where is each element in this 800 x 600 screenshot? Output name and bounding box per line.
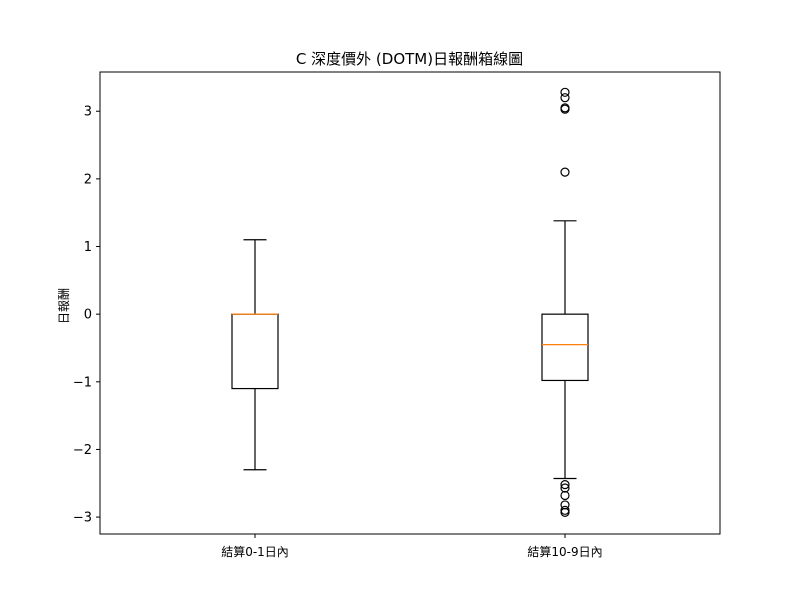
x-tick-label: 結算0-1日內 <box>221 544 289 559</box>
y-tick-label: 2 <box>84 172 92 187</box>
outlier-point <box>560 93 570 103</box>
outlier-point <box>560 104 570 114</box>
outlier-point <box>560 167 570 177</box>
plot-frame <box>99 71 721 535</box>
chart-title: C 深度價外 (DOTM)日報酬箱線圖 <box>296 50 523 68</box>
outlier-point <box>560 507 570 517</box>
box-iqr <box>231 313 279 390</box>
outlier-point <box>560 490 570 501</box>
y-tick-label: −2 <box>73 443 92 458</box>
y-tick-label: 1 <box>84 240 92 255</box>
y-tick-label: −1 <box>73 375 92 390</box>
box-iqr <box>541 313 589 382</box>
outlier-point <box>560 87 570 97</box>
y-tick-label: −3 <box>73 511 92 526</box>
x-tick-label: 結算10-9日內 <box>527 544 602 559</box>
y-axis-label: 日報酬 <box>57 288 71 324</box>
y-tick-label: 0 <box>84 308 92 323</box>
outlier-point <box>560 480 570 490</box>
plot-area: −3 −2 −1 0 1 2 3 結算0-1日內 結算10-9日內 <box>73 71 721 559</box>
y-tick-label: 3 <box>84 105 92 120</box>
